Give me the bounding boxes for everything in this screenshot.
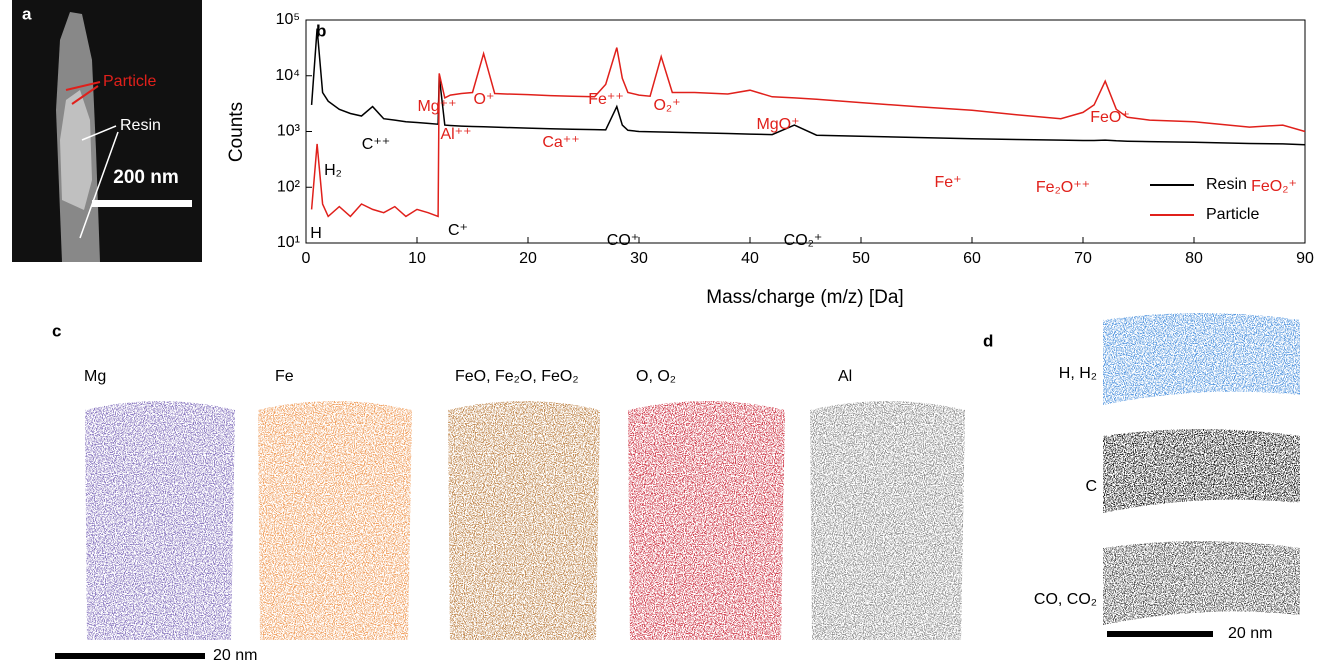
x-tick-label: 20 — [519, 250, 537, 267]
y-tick-label: 10² — [277, 178, 301, 195]
x-tick-label: 40 — [741, 250, 759, 267]
peak-label: H — [310, 225, 322, 242]
scale-bar — [1107, 631, 1213, 637]
peak-label: O⁺ — [474, 91, 495, 108]
y-axis-title: Counts — [226, 102, 247, 162]
resin-label: Resin — [120, 117, 161, 134]
peak-label: H₂ — [324, 162, 342, 179]
atom-map — [258, 401, 412, 640]
pointer — [79, 131, 119, 239]
y-tick-label: 10³ — [277, 123, 301, 140]
atom-map — [448, 401, 600, 640]
y-tick-label: 10⁴ — [275, 67, 300, 84]
peak-label: MgO⁺ — [756, 116, 799, 133]
scale-bar — [92, 200, 192, 207]
x-tick-label: 10 — [408, 250, 426, 267]
legend-label: Particle — [1206, 206, 1259, 223]
atom-map — [1103, 541, 1300, 625]
x-tick-label: 30 — [630, 250, 648, 267]
y-tick-label: 10¹ — [277, 234, 300, 251]
sem-image — [12, 0, 202, 262]
x-tick-label: 80 — [1185, 250, 1203, 267]
pointer — [71, 85, 99, 105]
map-label: C — [1085, 478, 1097, 495]
particle-label: Particle — [103, 73, 156, 90]
x-tick-label: 90 — [1296, 250, 1314, 267]
panel-label: d — [983, 331, 993, 350]
peak-label: CO₂⁺ — [784, 232, 823, 249]
peak-label: FeO⁺ — [1090, 109, 1130, 126]
peak-label: O₂⁺ — [653, 97, 680, 114]
map-label: Al — [838, 368, 852, 385]
atom-map — [628, 401, 785, 640]
series-line — [310, 47, 1306, 218]
atom-map — [1103, 313, 1300, 405]
legend-label: Resin — [1206, 176, 1247, 193]
scale-bar-label: 200 nm — [113, 167, 178, 188]
peak-label: Ca⁺⁺ — [542, 134, 579, 151]
panel-label: c — [52, 321, 61, 340]
map-label: FeO, Fe₂O, FeO₂ — [455, 368, 579, 385]
atom-map — [85, 401, 235, 640]
peak-label: FeO₂⁺ — [1251, 178, 1297, 195]
scale-bar-label: 20 nm — [213, 647, 257, 663]
scale-bar-label: 20 nm — [1228, 625, 1272, 642]
peak-label: C⁺⁺ — [362, 136, 390, 153]
peak-label: Fe⁺ — [934, 174, 961, 191]
x-tick-label: 50 — [852, 250, 870, 267]
pointer — [65, 81, 101, 91]
x-axis-title: Mass/charge (m/z) [Da] — [706, 287, 903, 308]
map-label: Fe — [275, 368, 294, 385]
map-label: Mg — [84, 368, 106, 385]
pointer — [81, 125, 117, 141]
series-line — [310, 28, 1306, 146]
peak-label: C⁺ — [448, 222, 468, 239]
peak-label: Al⁺⁺ — [440, 126, 471, 143]
peak-label: Fe⁺⁺ — [588, 91, 624, 108]
particle-region — [60, 90, 92, 210]
peak-label: Mg⁺⁺ — [417, 98, 456, 115]
peak-label: Fe₂O⁺⁺ — [1036, 179, 1090, 196]
panel-label: a — [22, 4, 32, 23]
atom-map — [1103, 429, 1300, 513]
y-tick-label: 10⁵ — [276, 11, 300, 28]
panel-label: b — [316, 21, 326, 40]
atom-map — [810, 401, 965, 640]
peak-label: CO⁺ — [607, 232, 639, 249]
x-tick-label: 70 — [1074, 250, 1092, 267]
map-label: H, H₂ — [1059, 365, 1097, 382]
x-tick-label: 60 — [963, 250, 981, 267]
map-label: O, O₂ — [636, 368, 676, 385]
map-label: CO, CO₂ — [1034, 591, 1097, 608]
x-tick-label: 0 — [302, 250, 311, 267]
scale-bar — [55, 653, 205, 659]
